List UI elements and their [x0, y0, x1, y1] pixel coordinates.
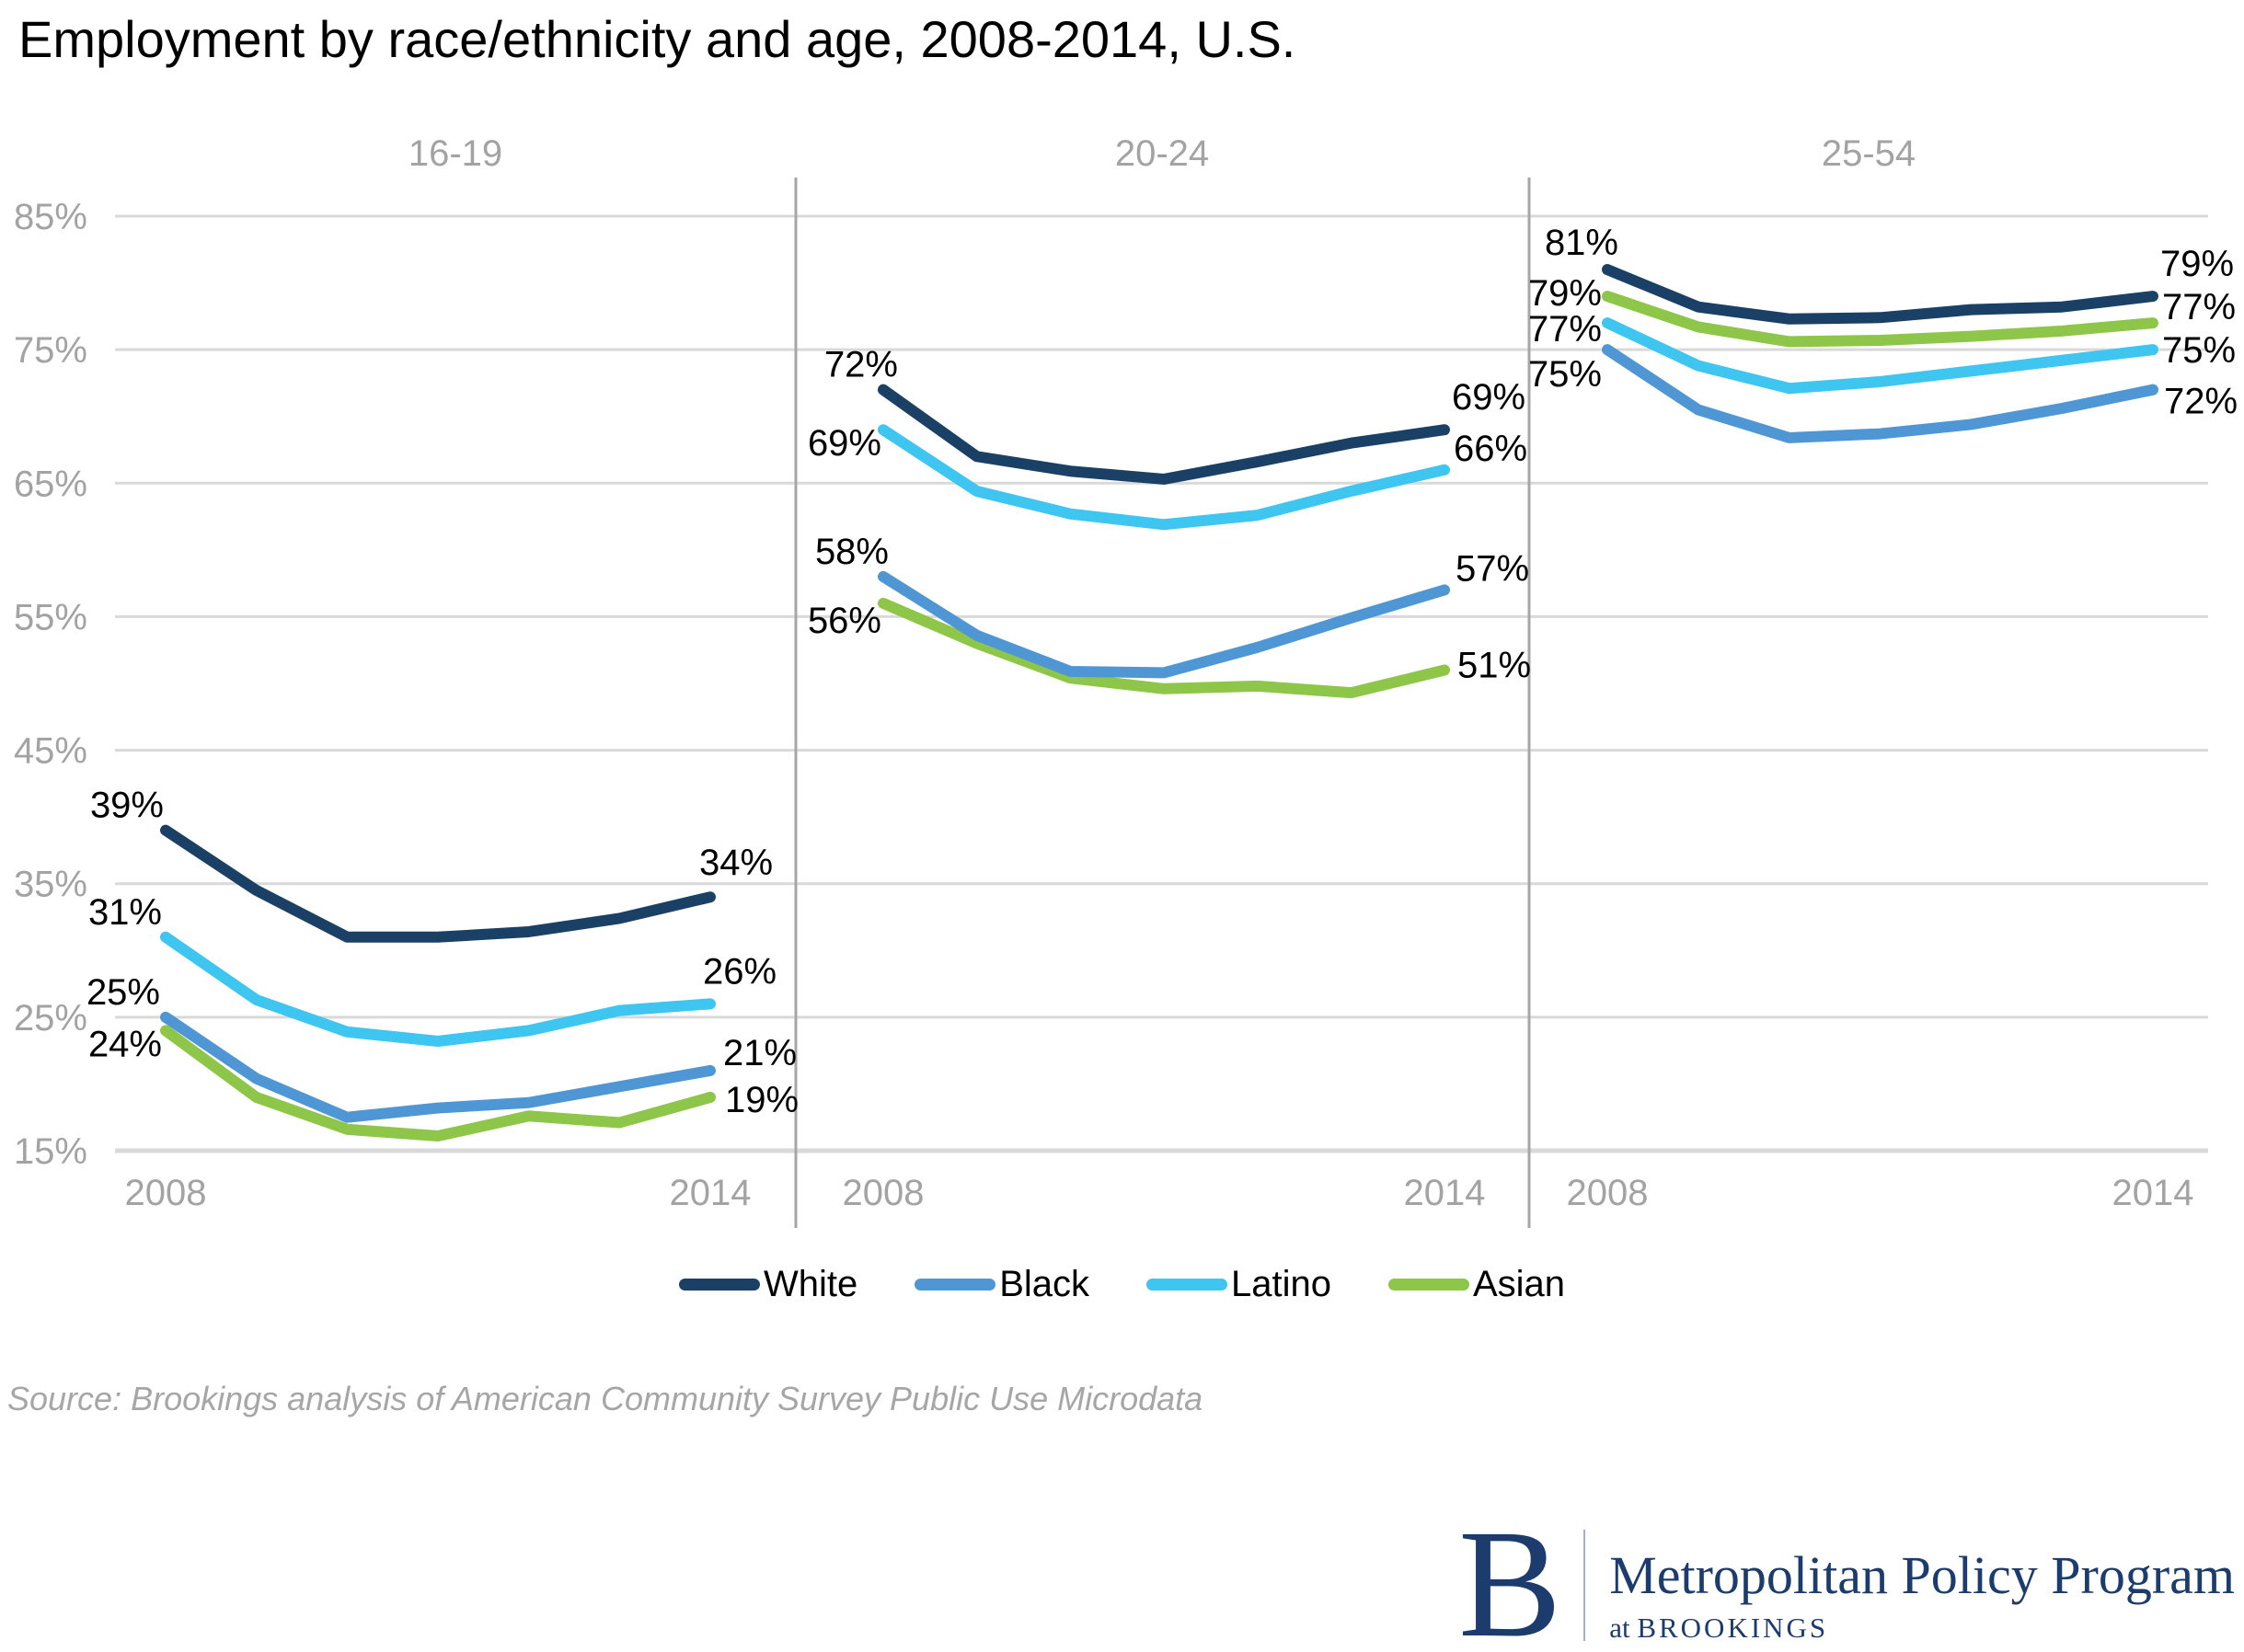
data-label-end-latino-25-54: 75%	[2162, 330, 2236, 371]
legend-label-asian: Asian	[1472, 1264, 1566, 1304]
y-tick-label-15: 15%	[14, 1131, 87, 1172]
data-label-start-white-16-19: 39%	[90, 786, 164, 826]
line-white-25-54	[1602, 264, 2158, 325]
logo-text: Metropolitan Policy Program at BROOKINGS	[1609, 1545, 2235, 1646]
legend-swatch-white	[678, 1278, 760, 1291]
source-note: Source: Brookings analysis of American C…	[7, 1380, 1203, 1417]
data-label-end-asian-25-54: 77%	[2162, 287, 2236, 327]
logo-tagline-brookings: BROOKINGS	[1637, 1612, 1829, 1644]
employment-line-chart: 85% 75% 65% 55% 45% 35% 25% 15% 16-19 2008 2014 39%…	[14, 133, 2238, 1228]
legend-swatch-asian	[1387, 1278, 1469, 1291]
legend-item-white: White	[678, 1264, 858, 1304]
data-label-start-white-20-24: 72%	[824, 345, 898, 385]
data-label-end-asian-16-19: 19%	[725, 1080, 799, 1120]
y-tick-label-75: 75%	[14, 330, 87, 371]
data-label-end-black-16-19: 21%	[723, 1033, 797, 1073]
logo-tagline: at BROOKINGS	[1609, 1612, 2235, 1645]
y-tick-label-25: 25%	[14, 998, 87, 1038]
line-black-16-19	[160, 1011, 716, 1123]
data-label-end-asian-20-24: 51%	[1457, 645, 1531, 685]
legend-swatch-latino	[1146, 1278, 1227, 1291]
legend-label-white: White	[763, 1264, 858, 1304]
legend-item-black: Black	[915, 1266, 1089, 1302]
brookings-b-mark: B	[1458, 1497, 1562, 1652]
y-tick-label-55: 55%	[14, 597, 87, 637]
line-asian-20-24	[878, 597, 1450, 699]
legend-item-asian: Asian	[1387, 1264, 1566, 1304]
line-latino-25-54	[1602, 317, 2158, 395]
y-tick-label-85: 85%	[14, 197, 87, 237]
data-label-start-asian-20-24: 56%	[808, 601, 881, 641]
data-label-end-white-16-19: 34%	[699, 843, 773, 883]
chart-title: Employment by race/ethnicity and age, 20…	[18, 10, 1296, 68]
legend-swatch-black	[915, 1278, 996, 1291]
legend-label-latino: Latino	[1231, 1264, 1331, 1304]
data-label-start-latino-20-24: 69%	[808, 423, 881, 464]
data-label-end-latino-20-24: 66%	[1454, 429, 1527, 469]
panel-title-20-24: 20-24	[1115, 133, 1209, 174]
x-tick-16-19-2014: 2014	[670, 1173, 752, 1213]
x-tick-25-54-2008: 2008	[1567, 1173, 1649, 1213]
line-white-20-24	[878, 384, 1450, 485]
data-label-start-black-16-19: 25%	[86, 972, 160, 1013]
data-label-end-latino-16-19: 26%	[703, 951, 777, 992]
data-label-start-asian-25-54: 79%	[1528, 273, 1602, 314]
line-white-16-19	[160, 824, 716, 943]
data-label-start-white-25-54: 81%	[1545, 223, 1618, 263]
logo-program-name: Metropolitan Policy Program	[1609, 1545, 2235, 1606]
line-black-20-24	[878, 570, 1450, 679]
data-label-start-black-20-24: 58%	[815, 532, 889, 572]
data-label-end-black-25-54: 72%	[2164, 382, 2238, 422]
data-label-start-black-25-54: 75%	[1528, 354, 1602, 395]
y-tick-label-45: 45%	[14, 731, 87, 772]
panel-title-16-19: 16-19	[409, 133, 502, 174]
legend: White Black Latino Asian	[0, 1266, 2244, 1302]
line-black-25-54	[1602, 344, 2158, 443]
data-label-start-latino-25-54: 77%	[1528, 309, 1602, 350]
logo-tagline-at: at	[1609, 1612, 1630, 1644]
x-tick-25-54-2014: 2014	[2112, 1173, 2194, 1213]
line-latino-16-19	[160, 931, 716, 1047]
x-tick-20-24-2008: 2008	[843, 1173, 925, 1213]
line-latino-20-24	[878, 424, 1450, 531]
logo-divider	[1583, 1529, 1586, 1641]
line-asian-16-19	[160, 1025, 716, 1142]
data-label-end-black-20-24: 57%	[1456, 548, 1529, 589]
line-asian-25-54	[1602, 291, 2158, 348]
data-label-end-white-25-54: 79%	[2160, 244, 2234, 284]
x-tick-20-24-2014: 2014	[1404, 1173, 1486, 1213]
legend-label-black: Black	[999, 1264, 1089, 1304]
brookings-logo: B Metropolitan Policy Program at BROOKIN…	[1458, 1497, 2235, 1652]
y-tick-label-35: 35%	[14, 865, 87, 905]
data-label-start-latino-16-19: 31%	[88, 892, 162, 933]
panel-title-25-54: 25-54	[1822, 133, 1916, 174]
x-tick-16-19-2008: 2008	[125, 1173, 207, 1213]
y-tick-label-65: 65%	[14, 464, 87, 504]
data-label-end-white-20-24: 69%	[1452, 377, 1525, 418]
legend-item-latino: Latino	[1146, 1266, 1331, 1302]
data-label-start-asian-16-19: 24%	[88, 1024, 162, 1064]
